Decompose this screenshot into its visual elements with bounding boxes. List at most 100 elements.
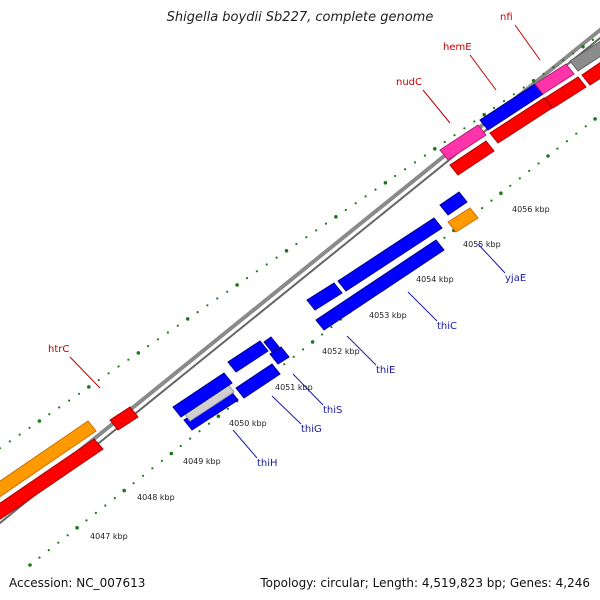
tick-lower	[169, 451, 174, 456]
tick-lower	[47, 549, 50, 552]
tick-upper	[77, 392, 81, 395]
tick-lower	[518, 177, 521, 180]
tick-upper	[324, 222, 328, 225]
gene-magenta-nfi[interactable]	[534, 63, 575, 95]
tick-lower	[490, 199, 493, 202]
gene-label-htrC: htrC	[48, 344, 69, 355]
tick-upper	[255, 270, 258, 273]
kbp-label-2: 4049 kbp	[183, 457, 221, 466]
tick-upper	[127, 358, 130, 361]
tick-upper	[147, 345, 150, 348]
tick-upper	[374, 188, 377, 191]
tick-lower	[226, 407, 229, 410]
tick-lower	[565, 140, 569, 143]
gene-thiG[interactable]	[235, 363, 281, 399]
gene-red-upper-3[interactable]	[544, 76, 587, 109]
tick-lower	[104, 504, 107, 507]
tick-upper	[235, 283, 239, 287]
tick-upper	[423, 154, 426, 157]
tick-upper	[552, 66, 555, 69]
tick-upper	[87, 385, 91, 389]
callout-thiE	[346, 335, 377, 366]
tick-upper	[0, 447, 1, 450]
tick-lower	[160, 459, 163, 462]
tick-upper	[265, 263, 268, 266]
tick-lower	[481, 207, 484, 210]
tick-lower	[575, 132, 578, 135]
tick-upper	[413, 161, 417, 164]
tick-lower	[66, 534, 69, 537]
tick-upper	[493, 106, 496, 109]
gene-red-htrC[interactable]	[109, 406, 139, 431]
tick-upper	[443, 140, 446, 144]
tick-lower	[556, 147, 559, 150]
gene-thiS[interactable]	[263, 336, 280, 353]
gene-orange-htrC-region[interactable]	[0, 420, 97, 498]
tick-upper	[58, 406, 61, 409]
gene-blue-upper-3[interactable]	[269, 346, 290, 365]
tick-upper	[305, 236, 308, 239]
tick-upper	[136, 351, 141, 355]
callout-nfi	[514, 24, 541, 61]
gene-red-lower-1[interactable]	[0, 438, 104, 520]
gene-thiC-long[interactable]	[315, 239, 445, 331]
gene-thiE[interactable]	[306, 282, 343, 311]
gene-red-upper-2[interactable]	[489, 97, 553, 144]
kbp-label-3: 4050 kbp	[229, 419, 267, 428]
gene-label-thiC: thiC	[437, 321, 457, 332]
summary-text: Topology: circular; Length: 4,519,823 bp…	[260, 576, 590, 590]
label-layer: 4047 kbp 4048 kbp 4049 kbp 4050 kbp 4051 kbp…	[48, 12, 550, 541]
gene-label-thiG: thiG	[301, 424, 322, 435]
gene-magenta-nudC[interactable]	[439, 124, 487, 161]
tick-upper	[502, 100, 506, 103]
callout-yjaE	[477, 243, 506, 274]
tick-upper	[206, 304, 209, 307]
gene-label-hemE: hemE	[443, 42, 472, 53]
tick-lower	[302, 348, 305, 351]
tick-upper	[522, 86, 525, 89]
tick-lower	[528, 169, 531, 172]
kbp-label-5: 4052 kbp	[322, 347, 360, 356]
tick-lower	[216, 414, 221, 419]
tick-upper	[8, 440, 11, 443]
gene-blue-upper-4[interactable]	[337, 217, 443, 292]
tick-upper	[394, 174, 397, 178]
tick-upper	[226, 290, 229, 293]
tick-upper	[166, 331, 169, 334]
tick-lower	[330, 326, 333, 329]
gene-yjaE[interactable]	[447, 207, 479, 233]
tick-lower	[593, 117, 597, 121]
tick-lower	[320, 333, 324, 336]
gene-red-upper-4[interactable]	[581, 56, 600, 86]
callout-thiS	[292, 373, 324, 406]
tick-lower	[85, 519, 88, 522]
tick-upper	[156, 338, 160, 341]
callout-nudC	[422, 89, 451, 124]
tick-lower	[75, 526, 79, 530]
gene-red-upper-1[interactable]	[449, 140, 495, 176]
tick-lower	[310, 340, 315, 344]
tick-upper	[344, 208, 347, 212]
callout-hemE	[469, 54, 497, 91]
tick-upper	[185, 317, 190, 321]
map-title: Shigella boydii Sb227, complete genome	[166, 10, 434, 25]
tick-lower	[57, 541, 60, 544]
gene-blue-small[interactable]	[439, 191, 468, 216]
tick-upper	[216, 297, 219, 300]
gene-label-thiH: thiH	[257, 458, 278, 469]
tick-upper	[48, 413, 51, 416]
kbp-label-0: 4047 kbp	[90, 532, 128, 541]
tick-upper	[117, 365, 120, 368]
gene-gray-upper[interactable]	[569, 35, 600, 72]
tick-upper	[531, 78, 536, 83]
tick-upper	[275, 256, 278, 259]
tick-upper	[542, 72, 545, 75]
gene-blue-upper-2[interactable]	[227, 340, 269, 373]
gene-label-nudC: nudC	[396, 77, 422, 88]
kbp-label-7: 4054 kbp	[416, 275, 454, 284]
gene-blue-upper-1[interactable]	[172, 372, 233, 418]
tick-upper	[28, 426, 31, 429]
gene-label-thiS: thiS	[323, 405, 342, 416]
tick-lower	[509, 184, 512, 187]
kbp-label-1: 4048 kbp	[137, 493, 175, 502]
